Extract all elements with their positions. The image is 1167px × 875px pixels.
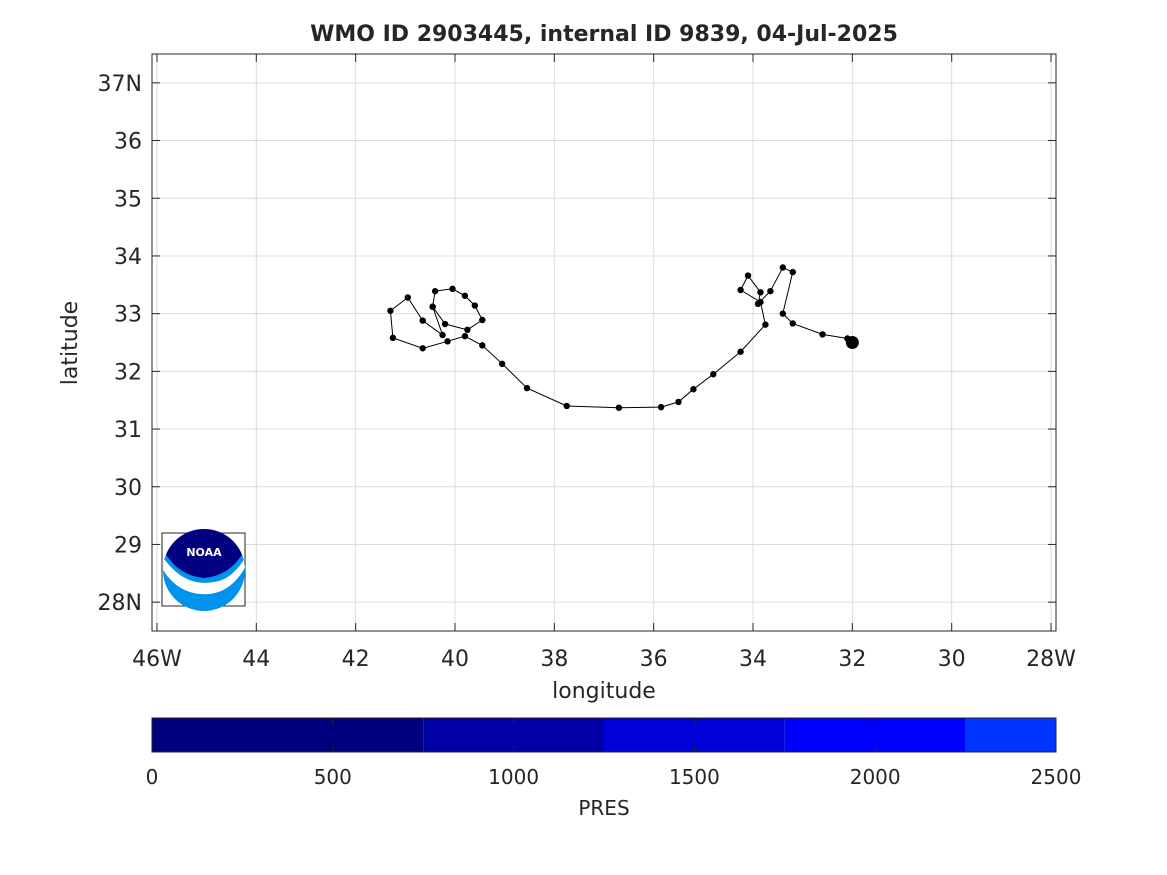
y-tick-label: 37N — [98, 72, 142, 97]
colorbar-band — [152, 718, 424, 752]
track-point — [449, 285, 456, 293]
x-tick-label: 30 — [938, 647, 966, 672]
x-tick-label: 38 — [540, 647, 568, 672]
track-point — [737, 286, 744, 294]
track-point — [498, 360, 506, 368]
track-point — [479, 342, 486, 349]
colorbar-band — [965, 718, 1056, 752]
track-point — [744, 272, 752, 279]
x-tick-label: 34 — [739, 647, 767, 672]
track-point — [789, 268, 796, 276]
y-tick-label: 36 — [114, 130, 142, 155]
x-ticks — [156, 54, 1052, 631]
x-tick-label: 32 — [838, 647, 866, 672]
y-tick-labels: 28N 29 30 31 32 33 34 35 36 37N — [98, 72, 142, 616]
x-tick-label: 28W — [1026, 647, 1076, 672]
latest-position-marker — [845, 336, 859, 349]
track-point — [767, 287, 774, 295]
track-point — [441, 320, 449, 328]
track-point — [429, 303, 436, 310]
track-point — [387, 307, 394, 314]
colorbar-tick-label: 2500 — [1031, 765, 1082, 789]
plot-area — [152, 54, 1056, 631]
colorbar-label: PRES — [578, 796, 629, 820]
y-tick-label: 34 — [114, 245, 142, 270]
grid-vertical — [156, 54, 1052, 631]
track-point — [819, 331, 826, 338]
y-tick-label: 28N — [98, 591, 142, 616]
track-point — [779, 310, 787, 317]
noaa-logo: NOAA — [161, 529, 246, 611]
y-tick-label: 33 — [114, 303, 142, 328]
track-point — [431, 287, 439, 295]
x-tick-label: 36 — [640, 647, 668, 672]
colorbar-tick-label: 0 — [146, 765, 159, 789]
track-point — [563, 402, 570, 410]
track-point — [675, 398, 682, 406]
x-tick-label: 46W — [132, 647, 182, 672]
track-point — [464, 326, 471, 334]
y-axis-label: latitude — [58, 301, 83, 385]
x-tick-label: 40 — [441, 647, 469, 672]
y-tick-label: 30 — [114, 476, 142, 501]
track-point — [461, 332, 469, 340]
track-point — [757, 298, 764, 306]
x-tick-labels: 46W 44 42 40 38 36 34 32 30 28W — [132, 647, 1076, 672]
y-tick-label: 35 — [114, 187, 142, 212]
track-point — [439, 331, 446, 339]
track-point — [757, 289, 764, 296]
track-point — [690, 386, 697, 393]
colorbar-tick-label: 1000 — [488, 765, 539, 789]
track-point — [523, 384, 531, 392]
x-axis-label: longitude — [552, 679, 656, 704]
track-point — [404, 294, 412, 301]
x-tick-label: 42 — [342, 647, 370, 672]
track-point — [389, 334, 397, 342]
track-point — [789, 320, 796, 327]
track-point — [710, 371, 717, 378]
track-point — [419, 317, 426, 324]
track-point — [762, 321, 769, 328]
plot-frame — [151, 53, 1057, 632]
noaa-logo-text: NOAA — [186, 546, 222, 559]
colorbar-tick-label: 2000 — [850, 765, 901, 789]
colorbar-frame — [151, 717, 1057, 753]
x-tick-label: 44 — [242, 647, 270, 672]
y-tick-label: 31 — [114, 418, 142, 443]
track-point — [737, 348, 744, 355]
colorbar — [152, 718, 1056, 752]
track-point — [479, 316, 486, 324]
track-point — [444, 338, 451, 345]
colorbar-tick-labels: 0 500 1000 1500 2000 2500 — [146, 765, 1082, 789]
track-point — [615, 404, 623, 411]
grid-horizontal — [152, 82, 1056, 603]
track-point — [461, 292, 469, 299]
y-tick-label: 32 — [114, 360, 142, 385]
y-ticks — [152, 82, 1056, 603]
colorbar-tick-label: 1500 — [669, 765, 720, 789]
y-tick-label: 29 — [114, 533, 142, 558]
colorbar-ticks — [151, 718, 1057, 752]
float-track-points — [387, 264, 859, 411]
track-point — [419, 345, 426, 352]
chart-title: WMO ID 2903445, internal ID 9839, 04-Jul… — [310, 22, 898, 47]
track-point — [471, 302, 479, 309]
colorbar-tick-label: 500 — [314, 765, 352, 789]
track-point — [779, 264, 787, 271]
track-point — [657, 403, 665, 411]
